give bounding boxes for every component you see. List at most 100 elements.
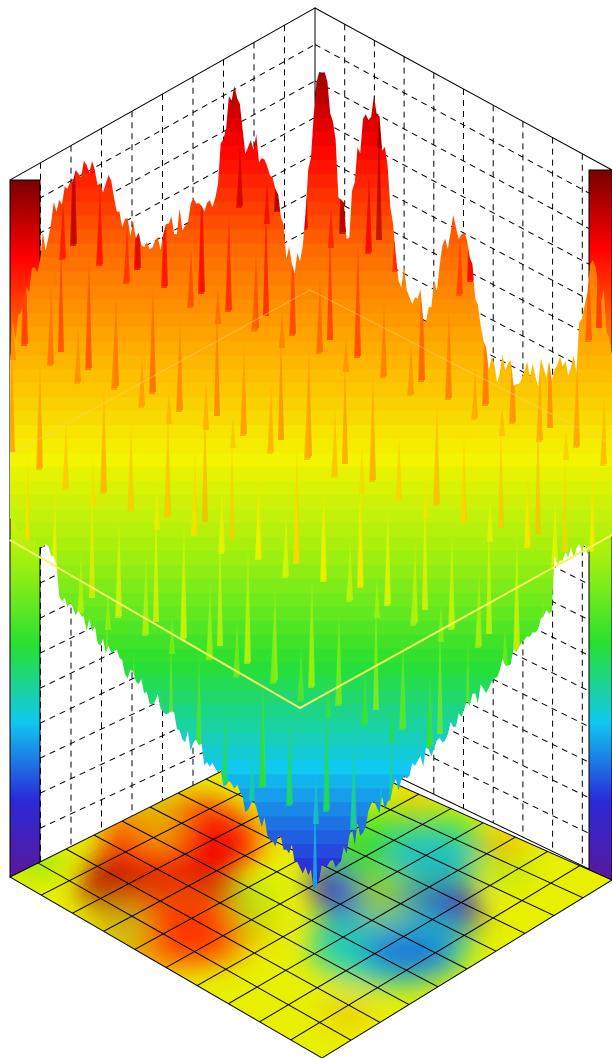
surface-streak bbox=[282, 537, 288, 578]
surface-streak bbox=[105, 590, 111, 630]
surface-streak bbox=[90, 459, 96, 506]
surface-band bbox=[10, 397, 612, 413]
surface-streak bbox=[342, 361, 348, 464]
surface-streak bbox=[267, 406, 273, 454]
surface-streak bbox=[58, 243, 64, 352]
surface-streak bbox=[437, 626, 443, 734]
surface-streak bbox=[166, 391, 172, 424]
surface-streak bbox=[229, 440, 235, 540]
surface-streak bbox=[585, 288, 591, 342]
surface-streak bbox=[142, 579, 148, 636]
floor-gridline bbox=[290, 865, 581, 1041]
surface-streak bbox=[389, 708, 395, 742]
surface-band bbox=[10, 578, 612, 594]
surface-streak bbox=[270, 631, 276, 684]
floor-mottle bbox=[97, 903, 150, 930]
surface-streak bbox=[320, 503, 326, 582]
surface-streak bbox=[361, 694, 367, 726]
surface-streak bbox=[240, 369, 246, 436]
surface-streak bbox=[187, 272, 193, 308]
surface-streak bbox=[395, 458, 401, 502]
surface-streak bbox=[448, 555, 454, 630]
surface-band bbox=[10, 564, 612, 580]
surface-streak bbox=[536, 393, 542, 442]
surface-streak bbox=[380, 327, 386, 378]
surface-streak bbox=[562, 453, 568, 552]
surface-streak bbox=[89, 482, 95, 598]
surface-streak bbox=[475, 592, 481, 648]
surface-streak bbox=[244, 571, 250, 664]
surface-streak bbox=[426, 697, 432, 748]
surface-band bbox=[10, 369, 612, 385]
surface-band bbox=[10, 550, 612, 566]
surface-streak bbox=[21, 254, 27, 346]
surface-streak bbox=[176, 343, 182, 412]
surface-streak bbox=[74, 351, 80, 384]
surface-streak bbox=[563, 430, 569, 460]
surface-streak bbox=[138, 377, 144, 408]
surface-band bbox=[10, 481, 612, 496]
surface-streak bbox=[70, 149, 76, 246]
surface-streak bbox=[502, 629, 508, 666]
surface-streak bbox=[423, 472, 429, 518]
wall-gridline bbox=[9, 44, 316, 216]
surface-back-edge bbox=[9, 289, 612, 456]
surface-streak bbox=[482, 319, 488, 406]
floor-hotspot bbox=[385, 833, 475, 878]
surface-streak bbox=[259, 702, 265, 788]
surface-streak bbox=[365, 196, 371, 254]
surface-streak bbox=[316, 301, 322, 354]
surface-band bbox=[10, 522, 612, 538]
surface-streak bbox=[10, 325, 16, 360]
surface-band bbox=[10, 411, 612, 427]
floor-hotspot bbox=[152, 912, 243, 957]
surface-streak bbox=[323, 728, 329, 812]
surface-streak bbox=[198, 201, 204, 294]
surface-streak bbox=[96, 209, 102, 266]
surface-streak bbox=[279, 312, 285, 348]
surface-streak bbox=[251, 298, 257, 332]
surface-streak bbox=[343, 338, 349, 372]
surface-streak bbox=[487, 498, 493, 542]
surface-streak bbox=[547, 322, 553, 428]
floor-gridline bbox=[149, 806, 468, 970]
surface-streak bbox=[456, 259, 462, 296]
surface-band bbox=[10, 355, 612, 371]
surface-streak bbox=[127, 448, 133, 512]
surface-streak bbox=[325, 682, 331, 718]
surface-streak bbox=[202, 403, 208, 522]
surface-streak bbox=[433, 424, 439, 506]
surface-streak bbox=[218, 511, 224, 554]
surface-streak bbox=[418, 293, 424, 382]
surface-streak bbox=[350, 765, 356, 830]
surface-streak bbox=[524, 487, 530, 548]
surface-streak bbox=[498, 427, 504, 528]
surface-streak bbox=[149, 306, 155, 394]
floor-border bbox=[8, 736, 612, 1058]
surface-streak bbox=[422, 495, 428, 610]
surface-band bbox=[10, 536, 612, 552]
surface-streak bbox=[191, 474, 197, 536]
surface-streak bbox=[236, 167, 242, 208]
surface-streak bbox=[164, 437, 170, 518]
surface-streak bbox=[264, 181, 270, 224]
surface-streak bbox=[573, 382, 579, 448]
surface-streak bbox=[255, 500, 261, 560]
surface-streak bbox=[384, 529, 390, 606]
surface-streak bbox=[153, 508, 159, 622]
surface-streak bbox=[59, 220, 65, 260]
surface-streak bbox=[304, 395, 310, 460]
surface-streak bbox=[374, 577, 380, 618]
surface-streak bbox=[286, 739, 292, 806]
surface-streak bbox=[600, 419, 606, 466]
surface-streak bbox=[346, 563, 352, 602]
surface-streak bbox=[77, 576, 83, 614]
surface-streak bbox=[203, 380, 209, 430]
surface-streak bbox=[357, 492, 363, 588]
surface-streak bbox=[230, 417, 236, 448]
surface-streak bbox=[509, 356, 515, 424]
surface-streak bbox=[62, 445, 68, 490]
surface-streak bbox=[354, 267, 360, 358]
